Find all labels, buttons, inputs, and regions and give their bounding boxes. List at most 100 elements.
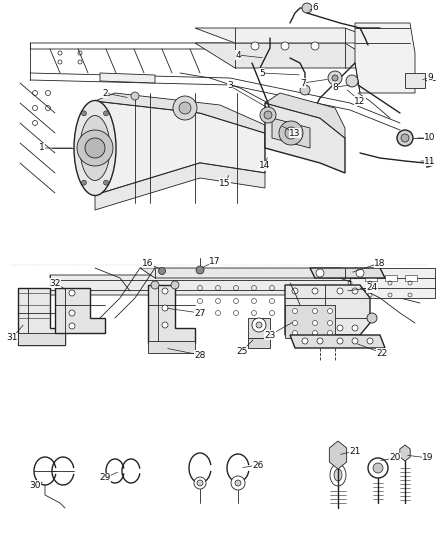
Polygon shape [405, 73, 425, 88]
Text: 13: 13 [289, 128, 301, 138]
Text: 14: 14 [259, 161, 271, 171]
Circle shape [171, 281, 179, 289]
Circle shape [300, 85, 310, 95]
Text: 7: 7 [300, 78, 306, 87]
Text: 31: 31 [6, 334, 18, 343]
Circle shape [373, 463, 383, 473]
Polygon shape [100, 73, 155, 83]
Circle shape [81, 180, 86, 185]
Circle shape [281, 42, 289, 50]
Text: 28: 28 [194, 351, 206, 359]
Text: 12: 12 [354, 96, 366, 106]
Polygon shape [95, 93, 265, 133]
Text: 8: 8 [332, 83, 338, 92]
Text: 4: 4 [235, 51, 241, 60]
Text: 21: 21 [350, 447, 360, 456]
Text: 29: 29 [99, 473, 111, 482]
Circle shape [328, 320, 332, 326]
Polygon shape [18, 288, 65, 345]
Circle shape [69, 310, 75, 316]
Circle shape [312, 330, 318, 335]
Circle shape [312, 288, 318, 294]
Circle shape [332, 75, 338, 81]
Circle shape [264, 111, 272, 119]
Circle shape [197, 480, 203, 486]
Polygon shape [95, 163, 265, 210]
Circle shape [103, 111, 109, 116]
Circle shape [162, 288, 168, 294]
Text: 20: 20 [389, 454, 401, 463]
Polygon shape [285, 305, 335, 338]
Circle shape [81, 111, 86, 116]
Circle shape [285, 127, 297, 139]
Text: 2: 2 [102, 88, 108, 98]
Ellipse shape [334, 469, 342, 481]
Polygon shape [355, 23, 415, 93]
Polygon shape [148, 341, 195, 353]
Polygon shape [195, 43, 385, 68]
Text: 10: 10 [424, 133, 436, 142]
Circle shape [131, 92, 139, 100]
Text: 9: 9 [427, 74, 433, 83]
Circle shape [352, 325, 358, 331]
Circle shape [256, 322, 262, 328]
Text: 5: 5 [259, 69, 265, 77]
Circle shape [311, 42, 319, 50]
Circle shape [103, 180, 109, 185]
Circle shape [293, 320, 297, 326]
Text: 19: 19 [422, 454, 434, 463]
Ellipse shape [74, 101, 116, 196]
Text: 27: 27 [194, 309, 206, 318]
Polygon shape [350, 268, 435, 298]
Circle shape [337, 325, 343, 331]
Polygon shape [290, 335, 385, 348]
Polygon shape [95, 101, 265, 195]
Polygon shape [140, 268, 355, 278]
Ellipse shape [330, 464, 346, 486]
Circle shape [162, 305, 168, 311]
Text: 25: 25 [237, 346, 247, 356]
Text: 16: 16 [142, 259, 154, 268]
Text: 18: 18 [374, 259, 386, 268]
Circle shape [346, 75, 358, 87]
Circle shape [316, 269, 324, 277]
Polygon shape [195, 28, 385, 43]
Text: 11: 11 [424, 157, 436, 166]
Circle shape [151, 281, 159, 289]
Text: 1: 1 [39, 143, 45, 152]
Text: 6: 6 [312, 4, 318, 12]
Polygon shape [55, 288, 105, 333]
Polygon shape [50, 275, 435, 295]
Polygon shape [248, 338, 270, 348]
Text: 3: 3 [227, 82, 233, 91]
Polygon shape [385, 275, 397, 281]
Circle shape [312, 320, 318, 326]
Circle shape [231, 476, 245, 490]
Circle shape [352, 288, 358, 294]
Circle shape [317, 338, 323, 344]
Circle shape [293, 309, 297, 313]
Circle shape [367, 338, 373, 344]
Text: 32: 32 [49, 279, 61, 287]
Circle shape [85, 138, 105, 158]
Circle shape [260, 107, 276, 123]
Polygon shape [18, 333, 65, 345]
Polygon shape [365, 275, 377, 281]
Circle shape [252, 318, 266, 332]
Circle shape [159, 268, 166, 274]
Polygon shape [248, 318, 270, 338]
Circle shape [235, 480, 241, 486]
Circle shape [302, 338, 308, 344]
Circle shape [352, 338, 358, 344]
Polygon shape [310, 268, 385, 278]
Circle shape [173, 96, 197, 120]
Ellipse shape [80, 116, 110, 181]
Circle shape [279, 121, 303, 145]
Circle shape [162, 322, 168, 328]
Circle shape [312, 325, 318, 331]
Circle shape [292, 288, 298, 294]
Text: 23: 23 [264, 330, 276, 340]
Circle shape [292, 325, 298, 331]
Text: 26: 26 [252, 461, 264, 470]
Polygon shape [285, 285, 370, 335]
